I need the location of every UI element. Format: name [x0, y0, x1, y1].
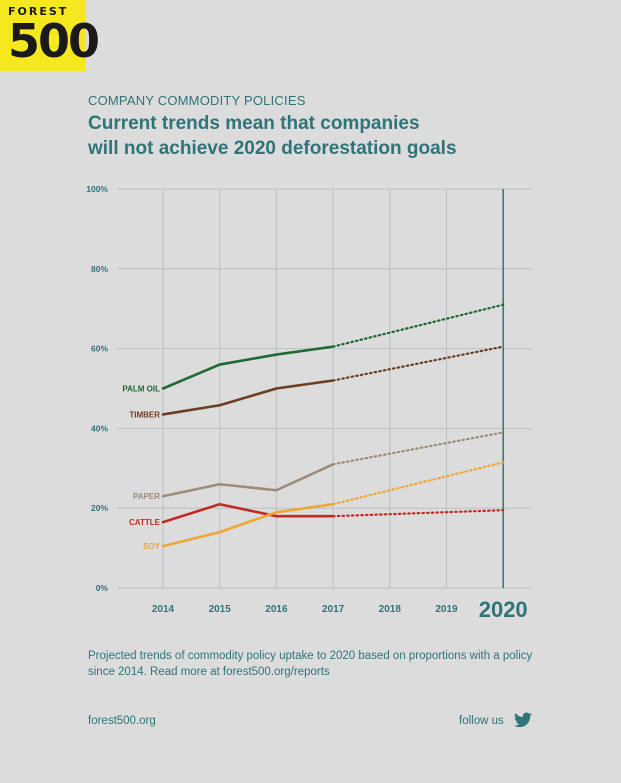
x-tick-label: 2016	[265, 604, 288, 615]
series-line-solid	[161, 502, 335, 524]
series-line-solid	[161, 502, 335, 548]
x-tick-label: 2017	[322, 604, 345, 615]
x-tick-label: 2015	[209, 604, 232, 615]
site-link[interactable]: forest500.org	[88, 715, 156, 727]
series-line-projected	[332, 509, 505, 518]
series-line-solid	[161, 463, 335, 498]
chart-kicker: COMPANY COMMODITY POLICIES	[88, 93, 306, 108]
series-line-projected	[332, 461, 505, 506]
forest500-logo[interactable]: FOREST 500	[0, 0, 100, 71]
y-tick-label: 60%	[91, 344, 108, 354]
x-tick-label: 2019	[435, 604, 458, 615]
series-label: CATTLE	[129, 518, 161, 527]
series-line-projected	[332, 431, 505, 466]
highlight-year-label: 2020	[479, 597, 528, 622]
series-label: SOY	[143, 542, 161, 551]
y-tick-label: 100%	[86, 184, 108, 194]
follow-us-link[interactable]: follow us	[459, 715, 504, 727]
series-label: TIMBER	[129, 410, 160, 419]
logo-top-text: FOREST	[8, 5, 69, 18]
series-line-solid	[161, 345, 335, 390]
series-line-projected	[332, 303, 505, 348]
chart-title-line1: Current trends mean that companies	[88, 113, 420, 134]
series-line-solid	[161, 379, 335, 416]
series-line-projected	[332, 345, 505, 382]
y-tick-label: 20%	[91, 503, 108, 513]
series-label: PALM OIL	[122, 385, 160, 394]
x-tick-label: 2018	[379, 604, 402, 615]
y-tick-label: 80%	[91, 264, 108, 274]
series-label: PAPER	[133, 492, 160, 501]
line-chart: 0% 20% 40% 60% 80% 100% 2014 2015 2016 2017 2018 20…	[86, 184, 532, 622]
chart-footnote: Projected trends of commodity policy upt…	[88, 650, 533, 678]
chart-title-line2: will not achieve 2020 deforestation goal…	[88, 138, 457, 159]
y-tick-label: 0%	[96, 583, 109, 593]
chart-title: Current trends mean that companies will …	[88, 111, 538, 161]
y-tick-label: 40%	[91, 423, 108, 433]
twitter-bird-icon[interactable]	[514, 712, 532, 728]
x-tick-label: 2014	[152, 604, 175, 615]
